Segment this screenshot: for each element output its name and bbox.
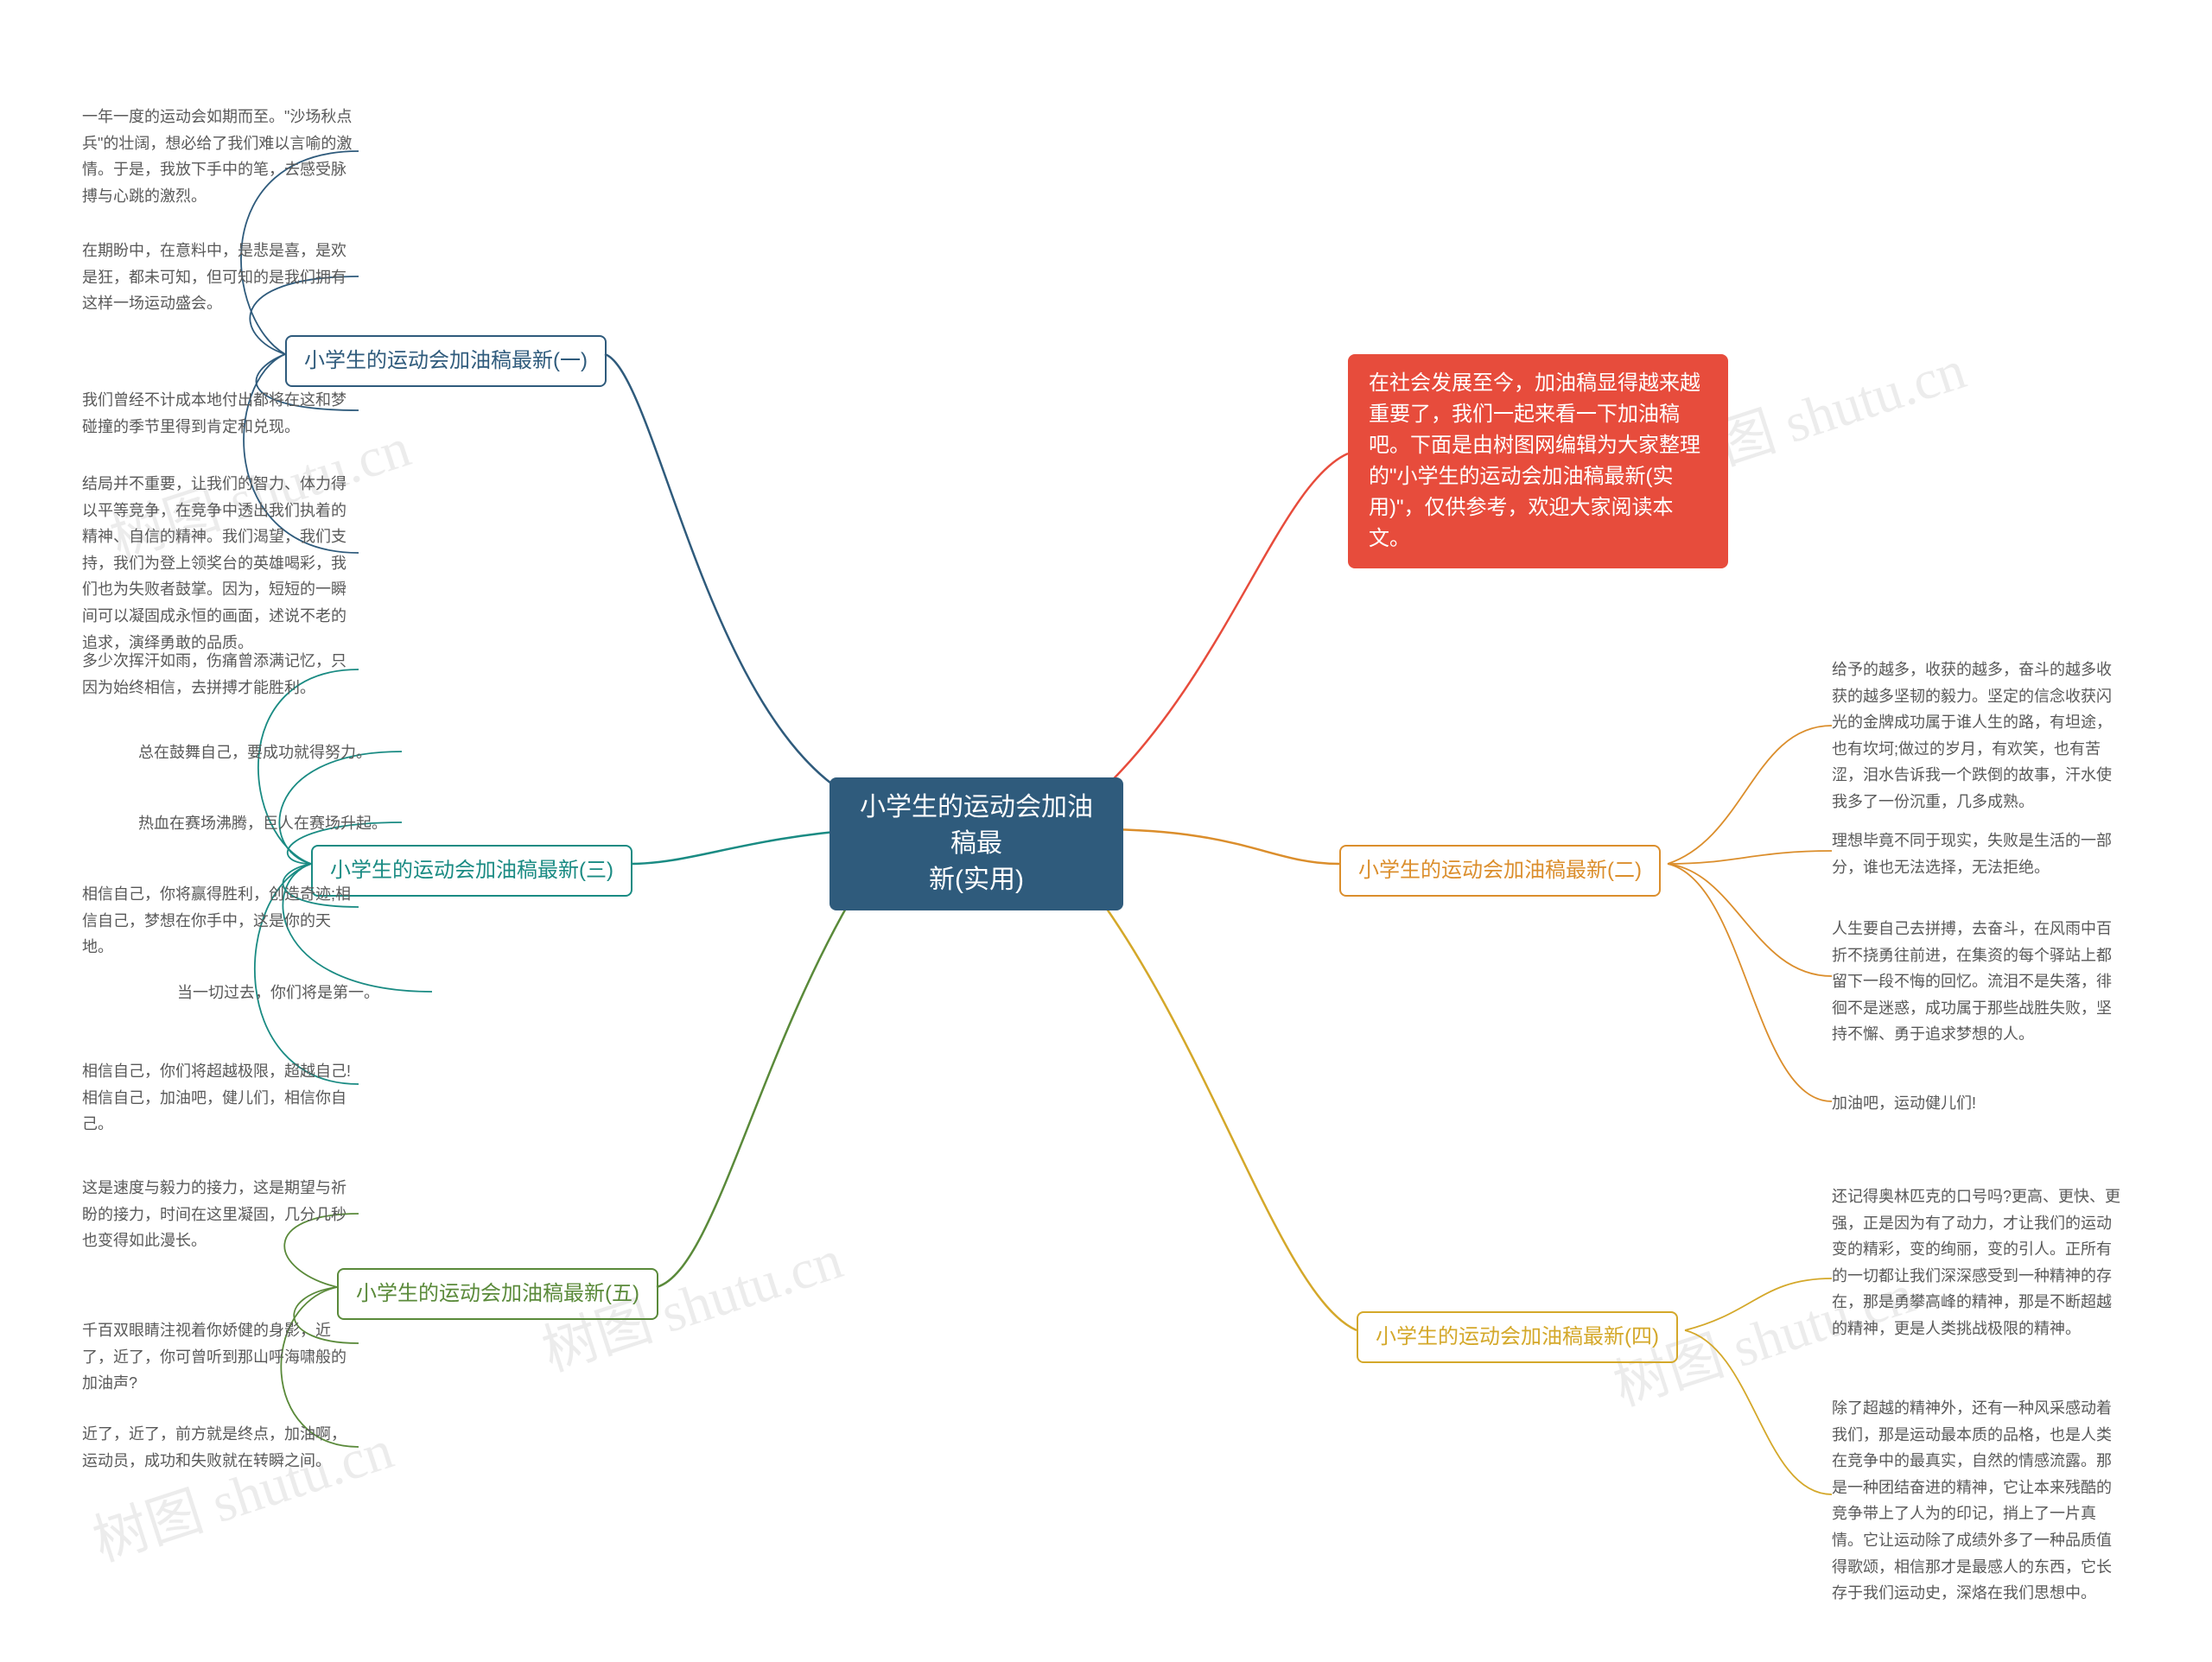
center-title: 小学生的运动会加油稿最 新(实用)	[849, 790, 1104, 898]
branch-5: 小学生的运动会加油稿最新(五)	[337, 1268, 658, 1320]
branch-4-label: 小学生的运动会加油稿最新(四)	[1376, 1322, 1659, 1353]
branch-3-label: 小学生的运动会加油稿最新(三)	[330, 855, 613, 886]
branch-5-label: 小学生的运动会加油稿最新(五)	[356, 1278, 639, 1310]
branch-4: 小学生的运动会加油稿最新(四)	[1357, 1311, 1678, 1363]
b5-leaf-2: 千百双眼睛注视着你娇健的身影，近了，近了，你可曾听到那山呼海啸般的加油声?	[82, 1317, 359, 1397]
b3-leaf-2: 总在鼓舞自己，要成功就得努力。	[138, 739, 397, 766]
branch-2: 小学生的运动会加油稿最新(二)	[1339, 845, 1661, 897]
b2-leaf-3: 人生要自己去拼搏，去奋斗，在风雨中百折不挠勇往前进，在集资的每个驿站上都留下一段…	[1832, 916, 2126, 1048]
b2-leaf-4: 加油吧，运动健儿们!	[1832, 1090, 2126, 1117]
branch-3: 小学生的运动会加油稿最新(三)	[311, 845, 632, 897]
b2-leaf-2: 理想毕竟不同于现实，失败是生活的一部分，谁也无法选择，无法拒绝。	[1832, 828, 2126, 880]
b5-leaf-1: 这是速度与毅力的接力，这是期望与祈盼的接力，时间在这里凝固，几分几秒也变得如此漫…	[82, 1175, 359, 1254]
branch-1-label: 小学生的运动会加油稿最新(一)	[304, 346, 588, 377]
b1-leaf-3: 我们曾经不计成本地付出都将在这和梦碰撞的季节里得到肯定和兑现。	[82, 387, 359, 440]
b1-leaf-1: 一年一度的运动会如期而至。"沙场秋点兵"的壮阔，想必给了我们难以言喻的激情。于是…	[82, 104, 359, 209]
b2-leaf-1: 给予的越多，收获的越多，奋斗的越多收获的越多坚韧的毅力。坚定的信念收获闪光的金牌…	[1832, 657, 2126, 815]
b4-leaf-2: 除了超越的精神外，还有一种风采感动着我们，那是运动最本质的品格，也是人类在竞争中…	[1832, 1395, 2126, 1607]
b1-leaf-2: 在期盼中，在意料中，是悲是喜，是欢是狂，都未可知，但可知的是我们拥有这样一场运动…	[82, 238, 359, 317]
intro-text: 在社会发展至今，加油稿显得越来越重要了，我们一起来看一下加油稿吧。下面是由树图网…	[1369, 368, 1707, 555]
intro-node: 在社会发展至今，加油稿显得越来越重要了，我们一起来看一下加油稿吧。下面是由树图网…	[1348, 354, 1728, 568]
center-node: 小学生的运动会加油稿最 新(实用)	[830, 777, 1123, 910]
branch-2-label: 小学生的运动会加油稿最新(二)	[1358, 855, 1642, 886]
b1-leaf-4: 结局并不重要，让我们的智力、体力得以平等竞争，在竞争中透出我们执着的精神、自信的…	[82, 471, 359, 656]
b5-leaf-3: 近了，近了，前方就是终点，加油啊，运动员，成功和失败就在转瞬之间。	[82, 1421, 359, 1474]
b3-leaf-6: 相信自己，你们将超越极限，超越自己!相信自己，加油吧，健儿们，相信你自己。	[82, 1058, 359, 1138]
b3-leaf-4: 相信自己，你将赢得胜利，创造奇迹;相信自己，梦想在你手中，这是你的天地。	[82, 881, 359, 961]
branch-1: 小学生的运动会加油稿最新(一)	[285, 335, 607, 387]
b3-leaf-1: 多少次挥汗如雨，伤痛曾添满记忆，只因为始终相信，去拼搏才能胜利。	[82, 648, 359, 701]
b3-leaf-5: 当一切过去，你们将是第一。	[177, 980, 436, 1006]
b4-leaf-1: 还记得奥林匹克的口号吗?更高、更快、更强，正是因为有了动力，才让我们的运动变的精…	[1832, 1183, 2126, 1342]
b3-leaf-3: 热血在赛场沸腾，巨人在赛场升起。	[138, 810, 397, 837]
